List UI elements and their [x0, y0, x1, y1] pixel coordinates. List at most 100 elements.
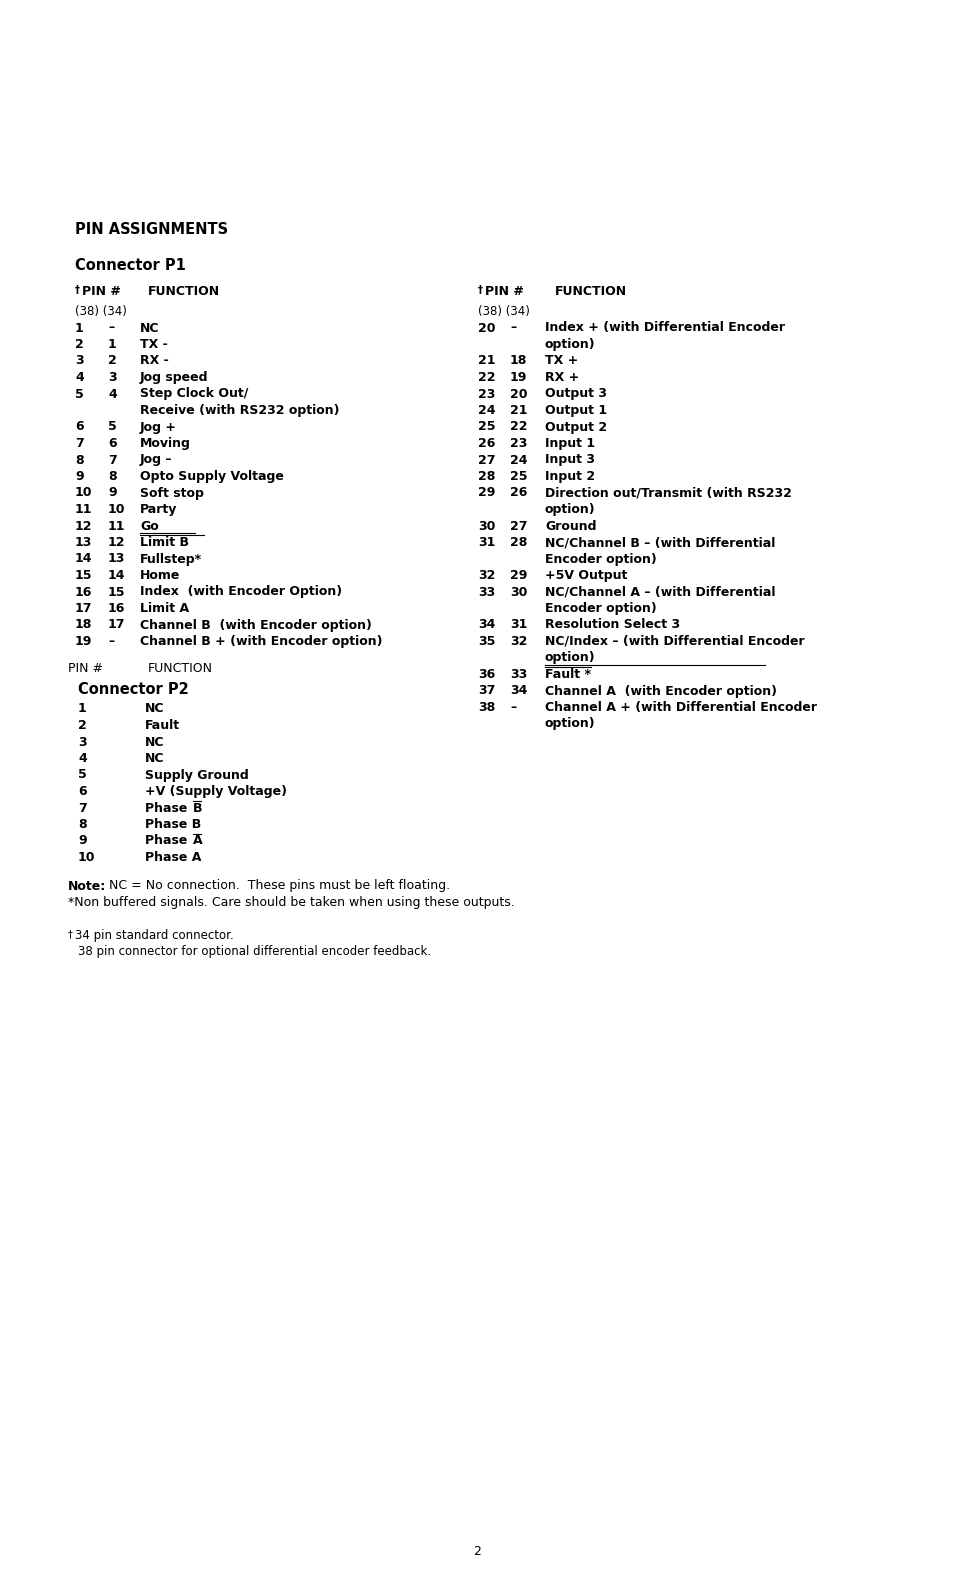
Text: –: – [510, 701, 516, 714]
Text: 6: 6 [75, 420, 84, 434]
Text: 4: 4 [108, 388, 116, 401]
Text: 27: 27 [477, 453, 495, 466]
Text: –: – [108, 634, 114, 649]
Text: +V (Supply Voltage): +V (Supply Voltage) [145, 785, 287, 798]
Text: Encoder option): Encoder option) [544, 603, 656, 615]
Text: TX -: TX - [140, 339, 168, 351]
Text: 32: 32 [477, 569, 495, 582]
Text: NC/Channel A – (with Differential: NC/Channel A – (with Differential [544, 585, 775, 598]
Text: 4: 4 [78, 752, 87, 765]
Text: A: A [193, 835, 202, 847]
Text: Phase A: Phase A [145, 851, 201, 863]
Text: NC: NC [145, 703, 164, 716]
Text: FUNCTION: FUNCTION [148, 661, 213, 674]
Text: 10: 10 [78, 851, 95, 863]
Text: 33: 33 [510, 668, 527, 681]
Text: Output 2: Output 2 [544, 420, 606, 434]
Text: Ground: Ground [544, 520, 596, 533]
Text: 18: 18 [510, 355, 527, 367]
Text: NC: NC [140, 321, 159, 334]
Text: 10: 10 [75, 487, 92, 499]
Text: Index + (with Differential Encoder: Index + (with Differential Encoder [544, 321, 784, 334]
Text: 5: 5 [78, 768, 87, 782]
Text: 18: 18 [75, 619, 92, 631]
Text: 33: 33 [477, 585, 495, 598]
Text: †: † [75, 285, 80, 296]
Text: 24: 24 [477, 404, 495, 417]
Text: Limit A: Limit A [140, 603, 189, 615]
Text: option): option) [544, 502, 595, 517]
Text: 3: 3 [108, 370, 116, 385]
Text: Input 2: Input 2 [544, 471, 595, 483]
Text: 38: 38 [477, 701, 495, 714]
Text: FUNCTION: FUNCTION [555, 285, 626, 297]
Text: Fault *: Fault * [544, 668, 590, 681]
Text: 29: 29 [477, 487, 495, 499]
Text: 38 pin connector for optional differential encoder feedback.: 38 pin connector for optional differenti… [78, 946, 431, 959]
Text: 12: 12 [108, 536, 126, 549]
Text: (38) (34): (38) (34) [75, 305, 127, 318]
Text: 22: 22 [477, 370, 495, 385]
Text: 2: 2 [78, 719, 87, 731]
Text: Phase B: Phase B [145, 817, 201, 832]
Text: 23: 23 [510, 437, 527, 450]
Text: 11: 11 [75, 502, 92, 517]
Text: option): option) [544, 339, 595, 351]
Text: NC/Index – (with Differential Encoder: NC/Index – (with Differential Encoder [544, 634, 803, 649]
Text: Phase: Phase [145, 835, 192, 847]
Text: NC: NC [145, 752, 164, 765]
Text: Supply Ground: Supply Ground [145, 768, 249, 782]
Text: Input 1: Input 1 [544, 437, 595, 450]
Text: 3: 3 [78, 736, 87, 749]
Text: *Non buffered signals. Care should be taken when using these outputs.: *Non buffered signals. Care should be ta… [68, 897, 515, 909]
Text: 8: 8 [75, 453, 84, 466]
Text: Go: Go [140, 520, 158, 533]
Text: 16: 16 [108, 603, 125, 615]
Text: 32: 32 [510, 634, 527, 649]
Text: 30: 30 [477, 520, 495, 533]
Text: +5V Output: +5V Output [544, 569, 627, 582]
Text: Connector P2: Connector P2 [78, 682, 189, 696]
Text: –: – [510, 321, 516, 334]
Text: (38) (34): (38) (34) [477, 305, 529, 318]
Text: 36: 36 [477, 668, 495, 681]
Text: Step Clock Out/: Step Clock Out/ [140, 388, 248, 401]
Text: Index  (with Encoder Option): Index (with Encoder Option) [140, 585, 342, 598]
Text: Channel A  (with Encoder option): Channel A (with Encoder option) [544, 685, 776, 698]
Text: 1: 1 [78, 703, 87, 716]
Text: 17: 17 [75, 603, 92, 615]
Text: 34 pin standard connector.: 34 pin standard connector. [75, 929, 233, 941]
Text: NC = No connection.  These pins must be left floating.: NC = No connection. These pins must be l… [105, 879, 450, 892]
Text: 9: 9 [108, 487, 116, 499]
Text: 29: 29 [510, 569, 527, 582]
Text: 7: 7 [108, 453, 116, 466]
Text: 2: 2 [108, 355, 116, 367]
Text: 4: 4 [75, 370, 84, 385]
Text: 15: 15 [108, 585, 126, 598]
Text: B: B [193, 801, 202, 814]
Text: Phase: Phase [145, 801, 192, 814]
Text: Soft stop: Soft stop [140, 487, 204, 499]
Text: 14: 14 [108, 569, 126, 582]
Text: 19: 19 [75, 634, 92, 649]
Text: Encoder option): Encoder option) [544, 552, 656, 566]
Text: 3: 3 [75, 355, 84, 367]
Text: 34: 34 [477, 619, 495, 631]
Text: Channel B + (with Encoder option): Channel B + (with Encoder option) [140, 634, 382, 649]
Text: Channel B  (with Encoder option): Channel B (with Encoder option) [140, 619, 372, 631]
Text: 7: 7 [78, 801, 87, 814]
Text: 12: 12 [75, 520, 92, 533]
Text: 13: 13 [75, 536, 92, 549]
Text: 28: 28 [477, 471, 495, 483]
Text: 7: 7 [75, 437, 84, 450]
Text: Fault: Fault [145, 719, 180, 731]
Text: †: † [68, 929, 72, 940]
Text: 13: 13 [108, 552, 125, 566]
Text: 8: 8 [108, 471, 116, 483]
Text: Resolution Select 3: Resolution Select 3 [544, 619, 679, 631]
Text: PIN #: PIN # [82, 285, 121, 297]
Text: 25: 25 [510, 471, 527, 483]
Text: 15: 15 [75, 569, 92, 582]
Text: 23: 23 [477, 388, 495, 401]
Text: 2: 2 [75, 339, 84, 351]
